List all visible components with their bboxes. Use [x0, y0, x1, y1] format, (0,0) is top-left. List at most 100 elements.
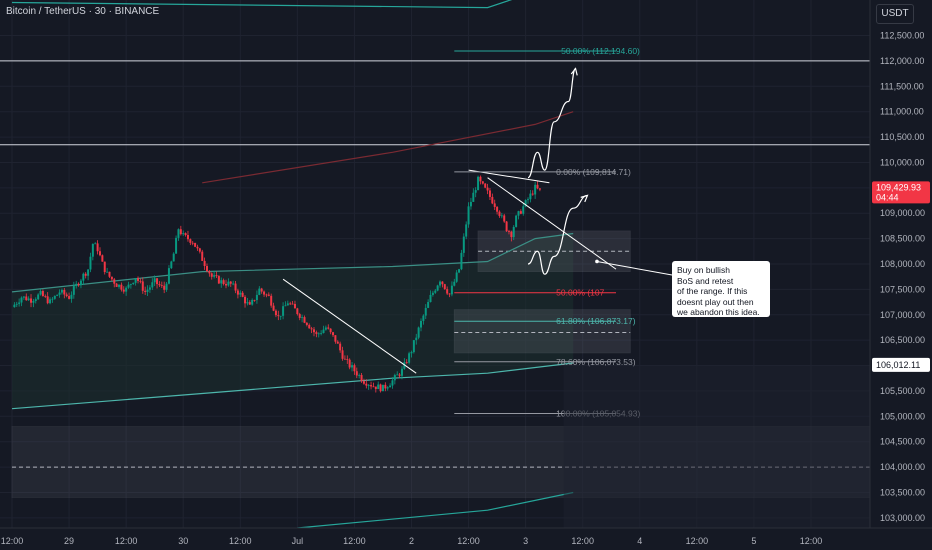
callout-line: of the range. If this — [677, 286, 748, 296]
candle-body — [496, 206, 499, 212]
callout-pointer — [596, 260, 673, 276]
band-upper-line — [11, 0, 513, 9]
candle-body — [277, 315, 280, 317]
candle-body — [96, 243, 99, 252]
candle-body — [462, 236, 465, 253]
candle-body — [512, 226, 515, 238]
candle-body — [519, 211, 522, 214]
candle-body — [101, 255, 104, 262]
candle-body — [534, 184, 537, 195]
candle-body — [53, 295, 56, 299]
fib-level-label: 61.80% (106,873.17) — [556, 316, 636, 326]
price-tick-label: 105,000.00 — [880, 411, 925, 421]
candle-body — [139, 280, 142, 282]
candle-body — [225, 283, 228, 286]
price-tick-label: 110,000.00 — [880, 157, 924, 167]
candle-body — [44, 296, 47, 297]
candle-body — [400, 368, 403, 376]
time-tick-label: 5 — [751, 536, 756, 546]
candle-body — [65, 294, 68, 297]
candle-body — [301, 317, 304, 318]
candle-body — [417, 327, 420, 338]
candle-body — [203, 260, 206, 267]
candle-body — [439, 281, 442, 286]
candle-body — [296, 308, 299, 315]
candle-body — [156, 278, 159, 285]
time-tick-label: Jul — [292, 536, 304, 546]
candle-body — [191, 242, 194, 244]
countdown-label: 04:44 — [876, 192, 899, 202]
candle-body — [515, 215, 518, 227]
candle-body — [474, 190, 477, 193]
projection-path — [527, 194, 588, 275]
candle-body — [274, 310, 277, 316]
candle-body — [246, 302, 249, 304]
candle-body — [403, 362, 406, 369]
candle-body — [198, 248, 201, 252]
price-tick-label: 109,000.00 — [880, 208, 925, 218]
candle-body — [251, 299, 254, 305]
candle-body — [538, 188, 541, 190]
price-tick-label: 108,000.00 — [880, 259, 925, 269]
candle-body — [229, 281, 232, 284]
candle-body — [370, 385, 373, 387]
zone-range-mid — [453, 309, 631, 354]
price-tick-label: 103,000.00 — [880, 513, 925, 523]
candle-body — [239, 292, 242, 295]
candle-body — [358, 375, 361, 376]
time-tick-label: 12:00 — [686, 536, 709, 546]
candle-body — [351, 365, 354, 368]
candle-body — [134, 278, 137, 283]
price-tick-label: 110,500.00 — [880, 132, 924, 142]
candle-body — [165, 283, 168, 290]
candle-body — [129, 284, 132, 285]
candle-body — [270, 295, 273, 306]
candle-body — [412, 340, 415, 353]
candle-body — [379, 384, 382, 392]
idea-callout: Buy on bullish BoS and retest of the ran… — [672, 261, 770, 317]
price-tick-label: 107,500.00 — [880, 284, 925, 294]
candle-body — [30, 298, 33, 303]
currency-button[interactable]: USDT — [876, 4, 914, 24]
candle-body — [151, 282, 154, 288]
current-price-tag — [872, 181, 930, 204]
fib-level-label: −50.00% (112,194.60) — [556, 46, 640, 56]
time-tick-label: 4 — [637, 536, 642, 546]
candle-body — [415, 337, 418, 341]
time-tick-label: 12:00 — [800, 536, 823, 546]
time-tick-label: 3 — [523, 536, 528, 546]
candle-body — [241, 292, 244, 297]
trend-line — [282, 278, 417, 374]
candle-body — [310, 328, 313, 330]
candle-body — [18, 302, 21, 304]
candle-body — [348, 359, 351, 368]
candle-body — [106, 271, 109, 273]
candle-body — [408, 353, 411, 363]
candle-body — [424, 307, 427, 316]
candle-body — [84, 273, 87, 276]
candle-body — [255, 294, 258, 301]
callout-line: we abandon this idea. — [677, 307, 760, 317]
candle-body — [396, 374, 399, 376]
candle-body — [201, 251, 204, 261]
candle-body — [458, 269, 461, 273]
candle-body — [362, 381, 365, 384]
candle-body — [103, 261, 106, 273]
candle-body — [327, 327, 330, 329]
candle-body — [72, 286, 75, 295]
candle-body — [391, 380, 394, 386]
candle-body — [208, 271, 211, 274]
candle-body — [39, 291, 42, 295]
candle-body — [286, 303, 289, 306]
callout-pointer-dot — [595, 259, 599, 264]
fib-level-label: 50.00% (107 — [556, 288, 604, 298]
candle-body — [160, 285, 163, 286]
candle-body — [308, 324, 311, 329]
candle-body — [355, 371, 358, 376]
current-price-label: 109,429.93 — [876, 182, 921, 192]
candle-body — [517, 211, 520, 216]
candle-body — [367, 385, 370, 386]
projection-path — [527, 67, 577, 179]
price-tick-label: 106,500.00 — [880, 335, 925, 345]
